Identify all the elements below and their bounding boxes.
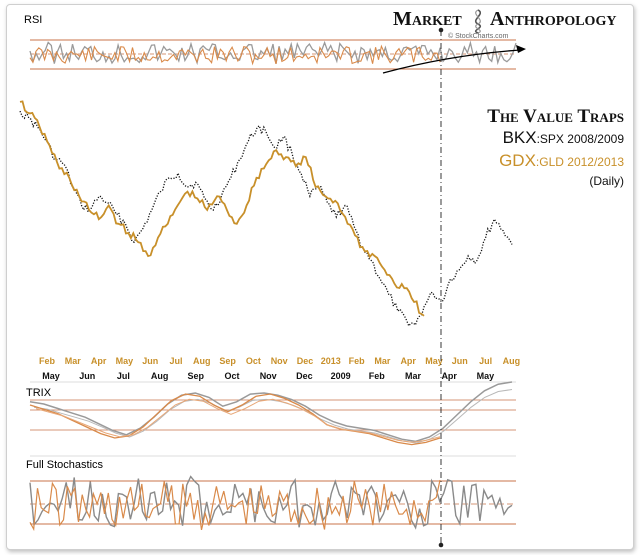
x-top-tick-label: Dec xyxy=(297,356,314,366)
main-price-panel xyxy=(19,100,513,328)
x-top-tick-label: Feb xyxy=(349,356,366,366)
rsi-gdx-line xyxy=(29,44,441,66)
title-block: The Value Traps BKX:SPX 2008/2009 GDX:GL… xyxy=(487,106,624,188)
x-bottom-tick-label: Jun xyxy=(79,371,95,381)
x-top-tick-label: Mar xyxy=(374,356,391,366)
x-top-tick-label: Mar xyxy=(65,356,82,366)
x-top-tick-label: May xyxy=(425,356,443,366)
stochastics-panel: Full Stochastics xyxy=(26,455,516,532)
x-top-tick-label: Sep xyxy=(219,356,236,366)
x-bottom-tick-label: Nov xyxy=(260,371,277,381)
x-bottom-tick-label: Sep xyxy=(188,371,205,381)
x-top-tick-label: Jul xyxy=(169,356,182,366)
x-axis-bottom-labels: May Jun Jul Aug Sep Oct Nov Dec 2009 Feb Mar Apr May xyxy=(42,371,494,381)
trix-panel: TRIX xyxy=(26,381,516,446)
x-top-tick-label: Jun xyxy=(452,356,468,366)
rsi-bkx-line xyxy=(29,40,517,66)
x-bottom-tick-label: Apr xyxy=(441,371,457,381)
x-top-tick-label: Jul xyxy=(479,356,492,366)
subtitle-gdx: GDX:GLD 2012/2013 xyxy=(499,151,624,170)
brand-market: Market xyxy=(393,8,462,30)
trix-bkx-line xyxy=(29,381,513,443)
trix-label: TRIX xyxy=(26,387,52,399)
trix-gdx-line xyxy=(29,393,441,446)
subtitle-daily: (Daily) xyxy=(589,174,624,188)
subtitle-bkx-rest: :SPX 2008/2009 xyxy=(537,132,625,146)
brand-logo: Market Anthropology © StockCharts.com xyxy=(393,8,616,40)
chart-frame xyxy=(6,4,634,550)
subtitle-gdx-main: GDX xyxy=(499,151,536,170)
x-axis-top-labels: Feb Mar Apr May Jun Jul Aug Sep Oct Nov Dec 2013 Feb… xyxy=(39,356,520,366)
x-top-tick-label: Aug xyxy=(503,356,521,366)
arrowhead-icon xyxy=(516,45,526,53)
stoch-bkx-line xyxy=(29,475,513,530)
alignment-marker-bottom xyxy=(438,542,444,548)
dna-helix-icon xyxy=(474,9,482,34)
x-bottom-tick-label: Oct xyxy=(224,371,239,381)
alignment-marker-top xyxy=(438,27,444,33)
x-bottom-tick-label: Jul xyxy=(117,371,130,381)
x-top-tick-label: Feb xyxy=(39,356,56,366)
x-top-tick-label: Aug xyxy=(193,356,211,366)
x-bottom-tick-label: Dec xyxy=(296,371,313,381)
x-top-tick-label: Jun xyxy=(142,356,158,366)
x-bottom-tick-label: May xyxy=(42,371,60,381)
bkx-spx-line xyxy=(19,110,513,328)
trix-gdx-signal xyxy=(35,398,441,443)
stockcharts-watermark: © StockCharts.com xyxy=(448,32,509,40)
x-bottom-tick-label: May xyxy=(477,371,495,381)
x-bottom-tick-label: 2009 xyxy=(331,371,351,381)
x-top-tick-label: Oct xyxy=(246,356,261,366)
x-top-tick-label: Apr xyxy=(400,356,416,366)
x-top-tick-label: 2013 xyxy=(321,356,341,366)
rsi-trend-arrow xyxy=(382,49,521,74)
subtitle-gdx-rest: :GLD 2012/2013 xyxy=(536,155,624,169)
x-bottom-tick-label: Mar xyxy=(405,371,422,381)
subtitle-bkx-main: BKX xyxy=(503,128,537,147)
brand-anthropology: Anthropology xyxy=(490,8,616,30)
x-top-tick-label: Nov xyxy=(271,356,288,366)
x-top-tick-label: May xyxy=(116,356,134,366)
x-bottom-tick-label: Feb xyxy=(369,371,386,381)
stoch-gdx-line xyxy=(29,479,441,532)
gdx-gld-line xyxy=(19,100,425,317)
stoch-label: Full Stochastics xyxy=(26,459,104,471)
subtitle-bkx: BKX:SPX 2008/2009 xyxy=(503,128,625,147)
rsi-label: RSI xyxy=(24,14,42,26)
x-top-tick-label: Apr xyxy=(91,356,107,366)
chart-title: The Value Traps xyxy=(487,106,624,127)
trix-bkx-signal xyxy=(33,389,513,444)
x-bottom-tick-label: Aug xyxy=(151,371,169,381)
rsi-panel: RSI xyxy=(24,14,526,74)
